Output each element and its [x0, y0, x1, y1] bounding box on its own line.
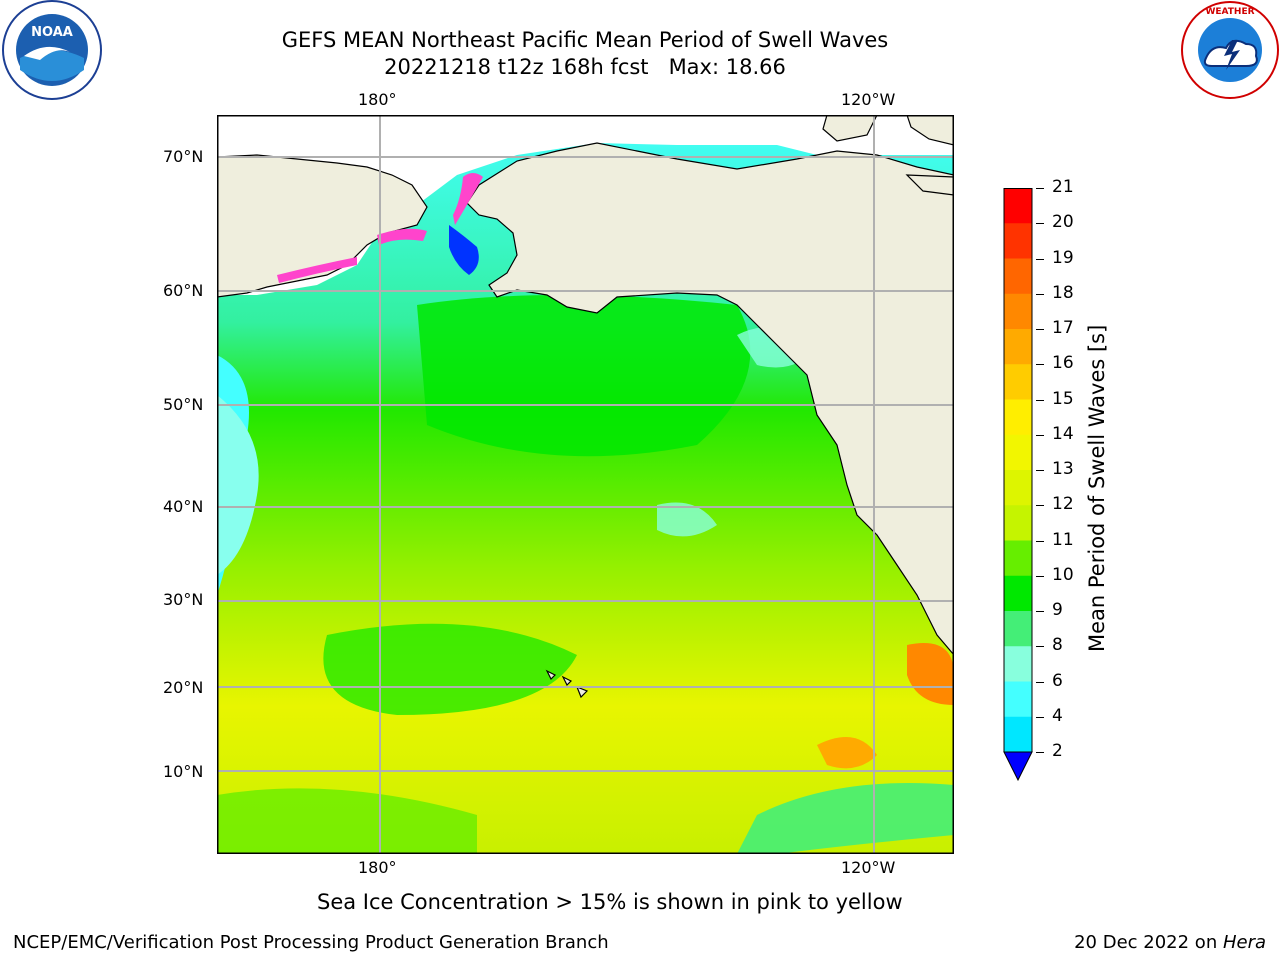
- colorbar-box: [1004, 505, 1032, 541]
- colorbar-extend-arrow: [1003, 751, 1033, 782]
- footer-host: Hera: [1222, 932, 1266, 953]
- colorbar-tick-label: 6: [1052, 670, 1063, 691]
- colorbar-tick-mark: [1036, 258, 1044, 260]
- lat-label-30n: 30°N: [163, 590, 204, 609]
- lon-label-top-180: 180°: [358, 90, 397, 109]
- lat-label-10n: 10°N: [163, 762, 204, 781]
- colorbar-title: Mean Period of Swell Waves [s]: [1085, 324, 1109, 652]
- high-period-patch-east: [817, 737, 877, 769]
- lat-label-50n: 50°N: [163, 395, 204, 414]
- colorbar-tick-mark: [1036, 188, 1044, 189]
- colorbar-tick-label: 19: [1052, 247, 1074, 268]
- colorbar-tick-label: 10: [1052, 564, 1074, 585]
- lat-label-20n: 20°N: [163, 678, 204, 697]
- high-period-patch-baja: [907, 643, 954, 705]
- colorbar-box: [1004, 646, 1032, 682]
- footer-date: 20 Dec 2022 on: [1074, 932, 1223, 953]
- chart-title-line2: 20221218 t12z 168h fcst Max: 18.66: [384, 55, 786, 79]
- colorbar-tick-label: 15: [1052, 388, 1074, 409]
- map-panel: [217, 115, 954, 854]
- colorbar-tick-label: 14: [1052, 423, 1074, 444]
- colorbar-box: [1004, 258, 1032, 295]
- colorbar-tick-label: 21: [1052, 177, 1074, 197]
- colorbar-tick-label: 11: [1052, 529, 1074, 550]
- map-frame: [217, 115, 954, 854]
- colorbar-tick-mark: [1036, 575, 1044, 577]
- footer-left: NCEP/EMC/Verification Post Processing Pr…: [13, 932, 609, 953]
- green-band-subtropical: [323, 623, 577, 715]
- colorbar-box: [1004, 681, 1032, 718]
- ice-low-period-patch: [449, 225, 479, 275]
- colorbar-tick-label: 13: [1052, 459, 1074, 479]
- lon-label-top-120w: 120°W: [841, 90, 896, 109]
- lon-label-bottom-120w: 120°W: [841, 858, 896, 877]
- colorbar: [1000, 188, 1036, 788]
- green-patch-central: [417, 295, 751, 457]
- colorbar-outline: [1003, 188, 1033, 753]
- lat-label-70n: 70°N: [163, 147, 204, 166]
- land-north-america: [466, 142, 954, 656]
- colorbar-tick-mark: [1036, 293, 1044, 295]
- colorbar-box: [1004, 293, 1032, 330]
- colorbar-box: [1004, 434, 1032, 471]
- sea-ice-bering: [453, 173, 483, 225]
- colorbar-box: [1004, 364, 1032, 400]
- land-hawaii: [545, 669, 557, 681]
- colorbar-tick-label: 9: [1052, 600, 1063, 620]
- colorbar-box: [1004, 575, 1032, 612]
- colorbar-tick-label: 8: [1052, 635, 1063, 656]
- noaa-logo-text: NOAA: [31, 25, 73, 40]
- lon-label-bottom-180: 180°: [358, 858, 397, 877]
- colorbar-tick-mark: [1036, 681, 1044, 683]
- lat-label-60n: 60°N: [163, 281, 204, 300]
- colorbar-tick-label: 18: [1052, 282, 1074, 303]
- colorbar-box: [1004, 223, 1032, 259]
- colorbar-box: [1004, 399, 1032, 436]
- colorbar-tick-mark: [1036, 752, 1044, 753]
- noaa-logo: NOAA: [0, 0, 104, 104]
- colorbar-box: [1004, 716, 1032, 753]
- colorbar-tick-label: 20: [1052, 212, 1074, 233]
- colorbar-tick-label: 16: [1052, 353, 1074, 374]
- no-data-region: [217, 115, 954, 295]
- colorbar-box: [1004, 329, 1032, 365]
- colorbar-box: [1004, 470, 1032, 506]
- colorbar-box: [1004, 611, 1032, 647]
- colorbar-tick-label: 12: [1052, 494, 1074, 515]
- colorbar-tick-mark: [1036, 223, 1044, 225]
- colorbar-tick-mark: [1036, 434, 1044, 436]
- footer-right: 20 Dec 2022 on Hera: [1074, 932, 1266, 953]
- colorbar-tick-label: 17: [1052, 318, 1074, 338]
- svg-text:WEATHER: WEATHER: [1205, 7, 1254, 17]
- land-siberia: [217, 154, 428, 298]
- colorbar-tick-label: 4: [1052, 705, 1063, 726]
- chart-title-line1: GEFS MEAN Northeast Pacific Mean Period …: [281, 28, 889, 52]
- colorbar-tick-mark: [1036, 505, 1044, 507]
- lat-label-40n: 40°N: [163, 497, 204, 516]
- graticule: [217, 115, 954, 854]
- nws-logo: WEATHER: [1176, 0, 1280, 104]
- colorbar-tick-mark: [1036, 611, 1044, 612]
- colorbar-tick-mark: [1036, 470, 1044, 471]
- colorbar-tick-mark: [1036, 329, 1044, 330]
- colorbar-tick-mark: [1036, 399, 1044, 401]
- sea-ice-caption: Sea Ice Concentration > 15% is shown in …: [317, 890, 903, 914]
- colorbar-tick-mark: [1036, 364, 1044, 366]
- colorbar-tick-label: 2: [1052, 741, 1063, 761]
- colorbar-box: [1004, 188, 1032, 224]
- colorbar-box: [1004, 540, 1032, 577]
- colorbar-tick-mark: [1036, 716, 1044, 718]
- colorbar-tick-mark: [1036, 540, 1044, 542]
- colorbar-tick-mark: [1036, 646, 1044, 648]
